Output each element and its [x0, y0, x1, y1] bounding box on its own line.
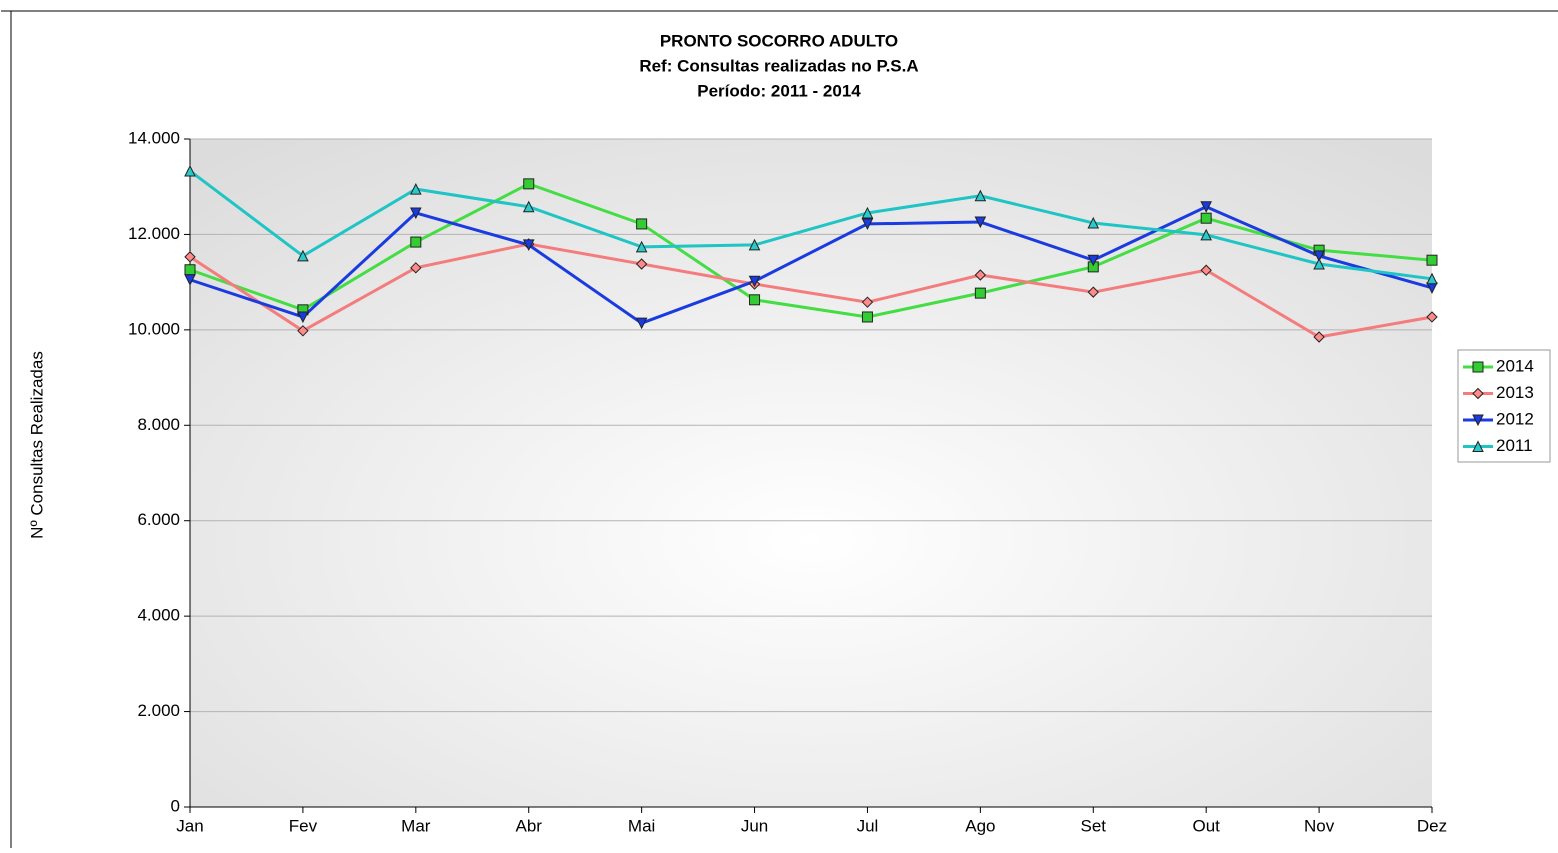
x-tick-label: Set: [1081, 816, 1107, 835]
x-tick-label: Fev: [289, 816, 318, 835]
data-point: [522, 239, 535, 252]
x-tick-label: Abr: [515, 816, 542, 835]
data-point: [1313, 331, 1325, 343]
data-point: [184, 164, 196, 177]
legend-label: 2014: [1496, 356, 1534, 375]
x-tick-label: Nov: [1304, 816, 1335, 835]
x-tick-label: Jun: [741, 816, 768, 835]
data-point: [974, 269, 987, 281]
y-tick-label: 2.000: [137, 701, 180, 720]
series-line: [189, 242, 1433, 339]
data-point: [410, 262, 422, 274]
data-point: [749, 294, 761, 306]
data-point: [1087, 286, 1099, 298]
data-point: [1200, 228, 1212, 241]
data-point: [1200, 212, 1212, 224]
data-point: [635, 258, 648, 270]
x-tick-label: Mar: [401, 816, 431, 835]
data-point: [1426, 254, 1438, 266]
plot-area: [190, 139, 1432, 807]
legend-marker: [1472, 387, 1484, 400]
x-tick-label: Out: [1192, 816, 1220, 835]
data-point: [184, 251, 196, 263]
x-tick-label: Jan: [176, 816, 203, 835]
data-point: [1313, 257, 1325, 270]
y-tick-label: 0: [171, 796, 180, 815]
data-point: [635, 240, 648, 253]
x-tick-label: Jul: [857, 816, 879, 835]
legend-marker: [1472, 361, 1484, 373]
data-point: [861, 296, 874, 308]
data-point: [297, 325, 309, 337]
chart-subtitle: Ref: Consultas realizadas no P.S.A: [639, 56, 918, 75]
y-tick-label: 10.000: [128, 319, 180, 338]
y-tick-label: 8.000: [137, 415, 180, 434]
data-point: [861, 206, 874, 219]
y-tick-label: 4.000: [137, 606, 180, 625]
y-tick-label: 12.000: [128, 224, 180, 243]
data-point: [297, 311, 309, 324]
legend-marker: [1472, 414, 1484, 427]
data-point: [410, 236, 422, 248]
data-point: [297, 249, 309, 262]
y-axis-label: Nº Consultas Realizadas: [27, 351, 46, 539]
data-point: [974, 216, 987, 229]
y-tick-label: 6.000: [137, 510, 180, 529]
data-point: [1087, 254, 1100, 267]
data-point: [410, 207, 422, 220]
series-line: [189, 182, 1433, 319]
series-line: [189, 205, 1433, 325]
data-point: [635, 317, 648, 330]
data-point: [410, 182, 422, 195]
chart-subtitle: Período: 2011 - 2014: [697, 81, 861, 100]
legend-label: 2013: [1496, 383, 1534, 402]
data-point: [1200, 264, 1212, 276]
chart-title: PRONTO SOCORRO ADULTO: [660, 31, 898, 50]
data-point: [748, 238, 761, 251]
legend-marker: [1472, 440, 1484, 452]
y-tick-label: 14.000: [128, 128, 180, 147]
data-point: [974, 189, 987, 202]
data-point: [522, 200, 535, 213]
data-point: [1426, 311, 1438, 323]
data-point: [184, 274, 196, 286]
data-point: [748, 275, 761, 288]
data-point: [184, 264, 196, 276]
data-point: [974, 287, 986, 299]
data-point: [1426, 272, 1438, 285]
x-tick-label: Mai: [628, 816, 655, 835]
data-point: [523, 178, 535, 190]
data-point: [861, 218, 874, 231]
data-point: [1087, 216, 1100, 229]
data-point: [861, 311, 873, 323]
x-tick-label: Ago: [965, 816, 995, 835]
legend-label: 2011: [1496, 436, 1533, 455]
series-line: [189, 169, 1433, 281]
data-point: [636, 218, 648, 230]
data-point: [1313, 250, 1325, 263]
x-tick-label: Dez: [1417, 816, 1447, 835]
legend-label: 2012: [1496, 409, 1534, 428]
data-point: [1200, 201, 1212, 213]
